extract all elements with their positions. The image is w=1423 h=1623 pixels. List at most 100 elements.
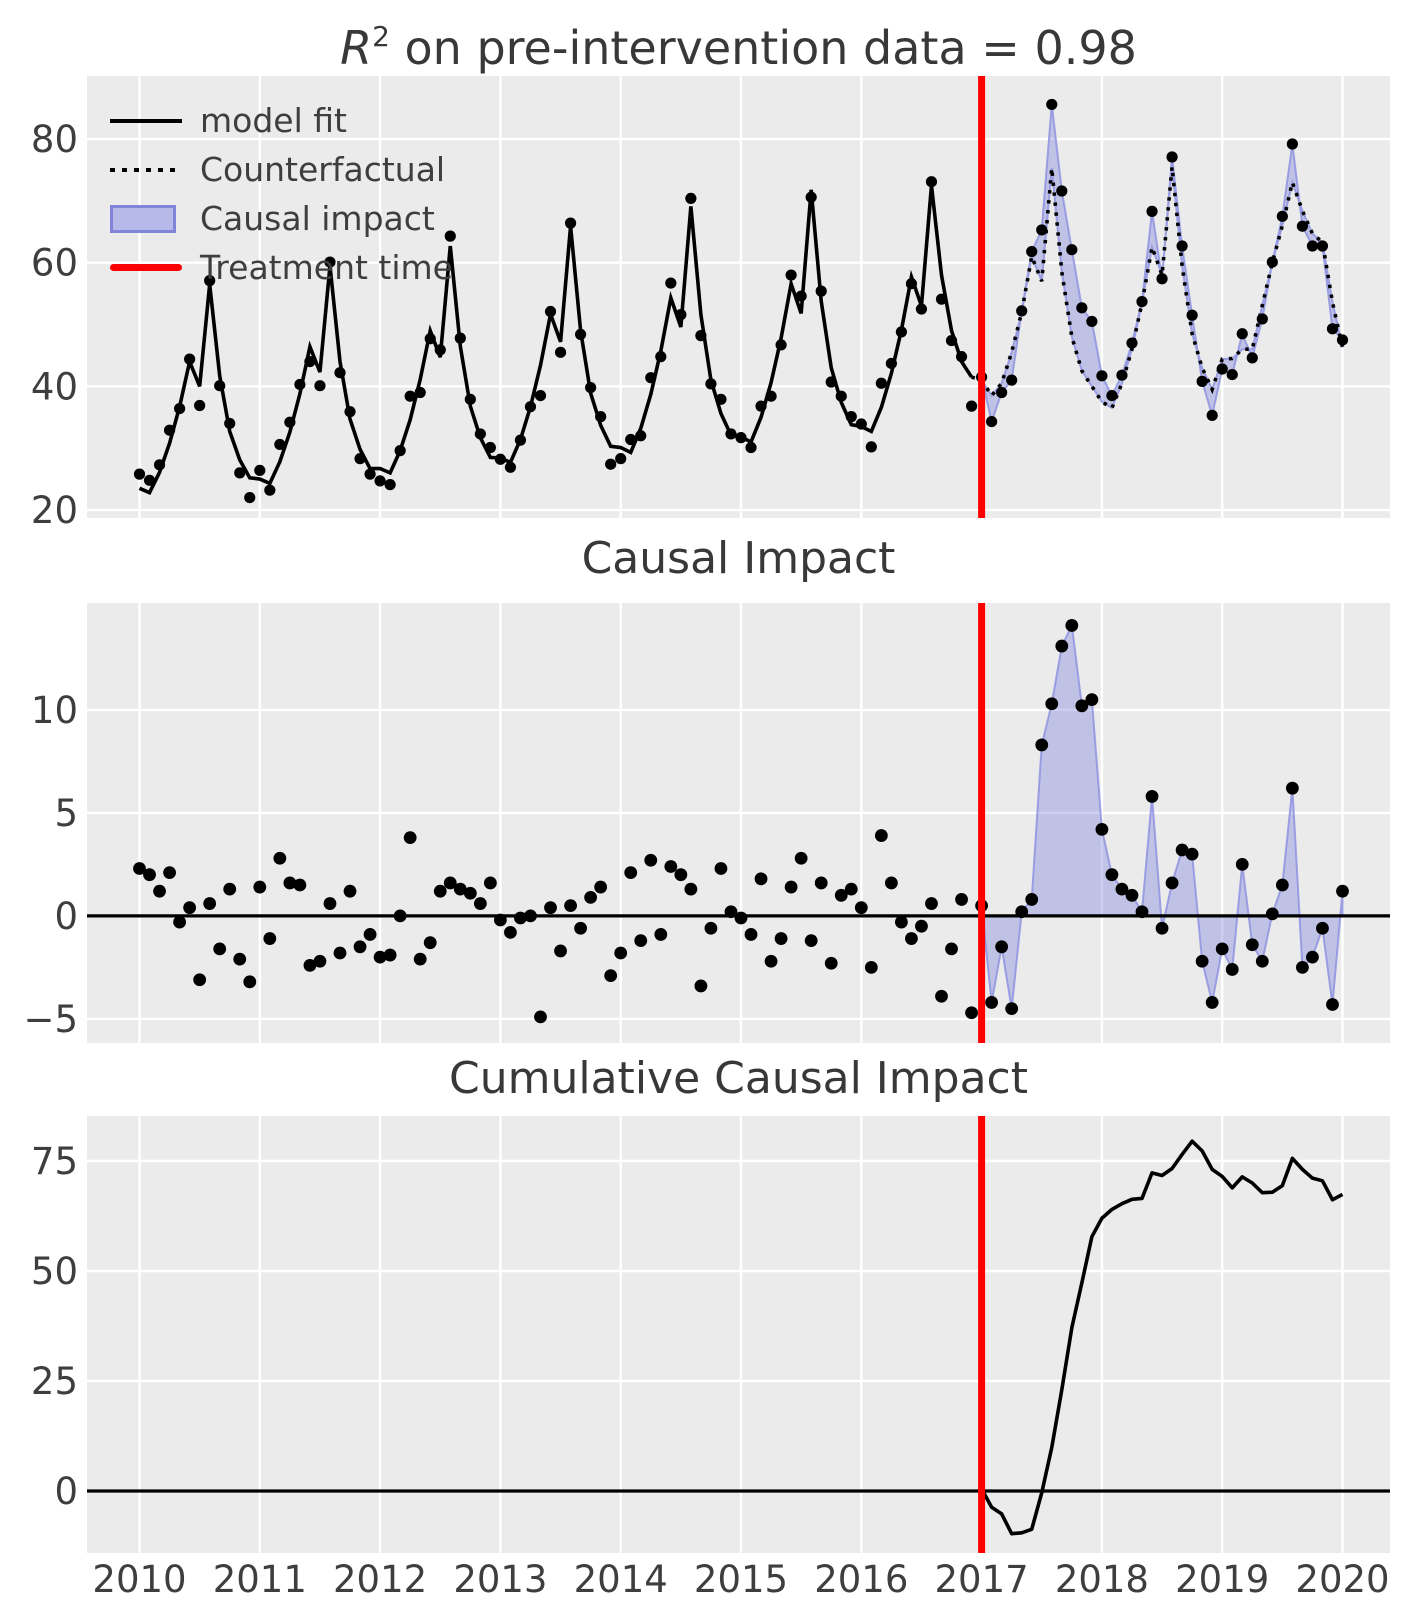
pointwise-effect-point	[143, 868, 156, 882]
pointwise-effect-point	[834, 888, 848, 902]
legend: model fit Counterfactual Causal impact T…	[100, 96, 453, 292]
legend-item-causal-impact: Causal impact	[100, 194, 453, 243]
observed-point	[514, 434, 527, 446]
pointwise-effect-point	[1095, 822, 1109, 836]
pointwise-effect-point	[383, 948, 397, 962]
observed-point	[544, 305, 557, 318]
observed-point	[945, 334, 958, 347]
model-fit-line	[138, 185, 974, 495]
panel1-title-text: on pre-intervention data = 0.98	[389, 21, 1137, 75]
pointwise-effect-point	[534, 1010, 547, 1024]
pointwise-effect-point	[935, 989, 948, 1003]
observed-point	[835, 390, 847, 402]
observed-point	[484, 441, 496, 454]
pointwise-effect-point	[604, 969, 618, 983]
observed-point	[575, 328, 587, 340]
pointwise-effect-point	[754, 872, 768, 886]
pointwise-effect-point	[253, 880, 267, 894]
pointwise-effect-point	[995, 940, 1009, 954]
observed-point	[605, 458, 617, 470]
observed-point	[184, 353, 196, 365]
observed-point	[655, 351, 667, 363]
pointwise-effect-point	[333, 946, 347, 960]
pointwise-effect-point	[163, 866, 176, 880]
observed-point	[1016, 305, 1028, 317]
observed-point	[615, 453, 627, 465]
pointwise-effect-point	[1225, 963, 1239, 976]
observed-point	[404, 390, 416, 402]
pointwise-effect-point	[524, 909, 537, 923]
pointwise-effect-point	[223, 882, 237, 896]
pointwise-effect-point	[1125, 888, 1139, 902]
pointwise-effect-point	[463, 886, 477, 900]
observed-point	[1146, 205, 1158, 217]
legend-label-treatment-time: Treatment time	[200, 248, 453, 287]
observed-point	[625, 433, 637, 446]
observed-point	[1286, 138, 1298, 150]
observed-point	[133, 468, 146, 480]
pointwise-effect-point	[614, 946, 628, 960]
panel-1-background	[87, 76, 1390, 518]
pointwise-effect-point	[213, 942, 227, 956]
y-tick-label: 0	[54, 895, 78, 938]
observed-point	[585, 381, 597, 394]
pointwise-effect-point	[905, 932, 918, 945]
y-tick-label: 20	[31, 489, 78, 532]
pointwise-effect-point	[273, 851, 287, 865]
observed-point	[1026, 245, 1038, 258]
observed-point	[1036, 224, 1048, 236]
observed-point	[965, 400, 978, 412]
observed-point	[334, 367, 346, 379]
pointwise-effect-point	[1306, 950, 1319, 964]
pointwise-effect-point	[1115, 882, 1129, 896]
legend-item-counterfactual: Counterfactual	[100, 145, 453, 194]
observed-point	[1326, 323, 1339, 335]
observed-point	[675, 309, 687, 321]
pointwise-effect-point	[1145, 790, 1159, 803]
pointwise-effect-point	[724, 905, 738, 919]
pointwise-effect-point	[1175, 843, 1189, 857]
observed-point	[304, 356, 316, 368]
observed-point	[204, 275, 216, 287]
pointwise-effect-point	[864, 961, 878, 974]
observed-point	[454, 332, 466, 344]
pointwise-effect-point	[494, 913, 507, 927]
x-tick-label: 2018	[1055, 1558, 1149, 1601]
observed-point	[294, 378, 306, 391]
pointwise-effect-point	[564, 899, 577, 913]
observed-point	[464, 393, 476, 405]
observed-point	[685, 192, 697, 204]
pointwise-effect-point	[624, 866, 638, 880]
observed-point	[905, 278, 918, 290]
pointwise-effect-point	[173, 915, 187, 929]
pointwise-effect-point	[473, 897, 487, 910]
observed-point	[1176, 240, 1188, 252]
pointwise-effect-point	[1085, 693, 1099, 707]
observed-point	[795, 290, 807, 302]
pointwise-effect-point	[1316, 921, 1329, 935]
pointwise-effect-point	[704, 921, 718, 935]
pointwise-effect-point	[1285, 781, 1299, 795]
x-tick-label: 2012	[333, 1558, 427, 1601]
observed-point	[564, 217, 577, 229]
pointwise-effect-point	[183, 901, 197, 915]
x-tick-label: 2013	[453, 1558, 547, 1601]
pointwise-effect-point	[764, 954, 778, 968]
legend-label-model-fit: model fit	[200, 101, 347, 140]
pointwise-effect-point	[1165, 876, 1179, 890]
observed-point	[524, 401, 537, 413]
observed-point	[875, 377, 887, 389]
pointwise-effect-point	[985, 996, 999, 1009]
y-tick-label: 0	[54, 1470, 78, 1513]
observed-point	[955, 351, 968, 363]
observed-point	[1156, 273, 1168, 285]
pointwise-effect-point	[784, 880, 798, 894]
observed-point	[1056, 185, 1068, 197]
observed-point	[234, 467, 246, 479]
pointwise-effect-point	[1275, 878, 1289, 892]
pointwise-effect-point	[1135, 905, 1149, 919]
pointwise-effect-point	[895, 915, 908, 929]
pointwise-effect-point	[684, 882, 698, 896]
legend-label-causal-impact: Causal impact	[200, 199, 435, 238]
pointwise-effect-point	[1255, 954, 1269, 968]
